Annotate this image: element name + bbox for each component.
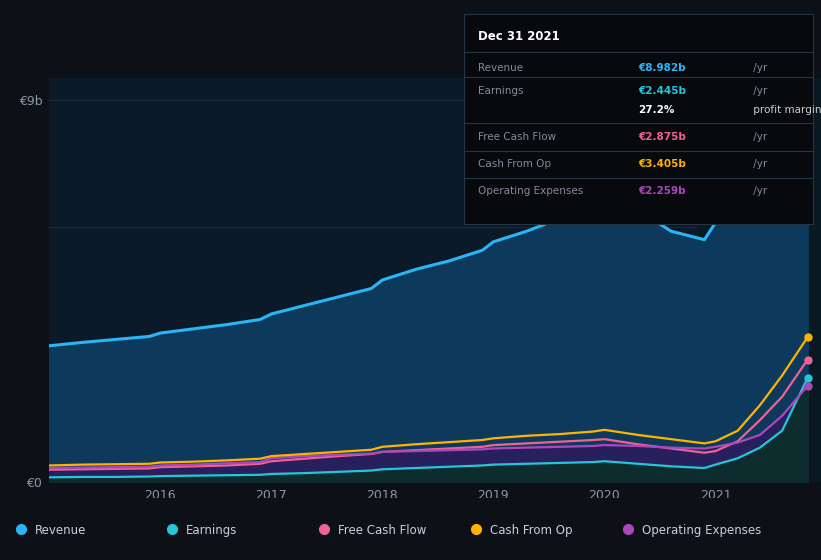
Text: /yr: /yr bbox=[750, 186, 768, 197]
Text: Revenue: Revenue bbox=[478, 63, 523, 73]
Text: €2.875b: €2.875b bbox=[639, 132, 686, 142]
Text: Operating Expenses: Operating Expenses bbox=[478, 186, 583, 197]
Text: 27.2%: 27.2% bbox=[639, 105, 675, 115]
Text: Earnings: Earnings bbox=[478, 86, 523, 96]
Text: Operating Expenses: Operating Expenses bbox=[642, 524, 761, 537]
Text: €2.445b: €2.445b bbox=[639, 86, 686, 96]
Text: Earnings: Earnings bbox=[186, 524, 238, 537]
Text: €3.405b: €3.405b bbox=[639, 159, 686, 169]
Text: Revenue: Revenue bbox=[34, 524, 86, 537]
Text: Free Cash Flow: Free Cash Flow bbox=[338, 524, 427, 537]
Text: /yr: /yr bbox=[750, 132, 768, 142]
Text: /yr: /yr bbox=[750, 63, 768, 73]
Text: /yr: /yr bbox=[750, 159, 768, 169]
Text: €8.982b: €8.982b bbox=[639, 63, 686, 73]
Text: €2.259b: €2.259b bbox=[639, 186, 686, 197]
Text: Dec 31 2021: Dec 31 2021 bbox=[478, 30, 560, 43]
Text: Cash From Op: Cash From Op bbox=[490, 524, 572, 537]
Text: /yr: /yr bbox=[750, 86, 768, 96]
Text: profit margin: profit margin bbox=[750, 105, 821, 115]
Bar bbox=[697, 78, 821, 482]
Text: Cash From Op: Cash From Op bbox=[478, 159, 551, 169]
Text: Free Cash Flow: Free Cash Flow bbox=[478, 132, 556, 142]
